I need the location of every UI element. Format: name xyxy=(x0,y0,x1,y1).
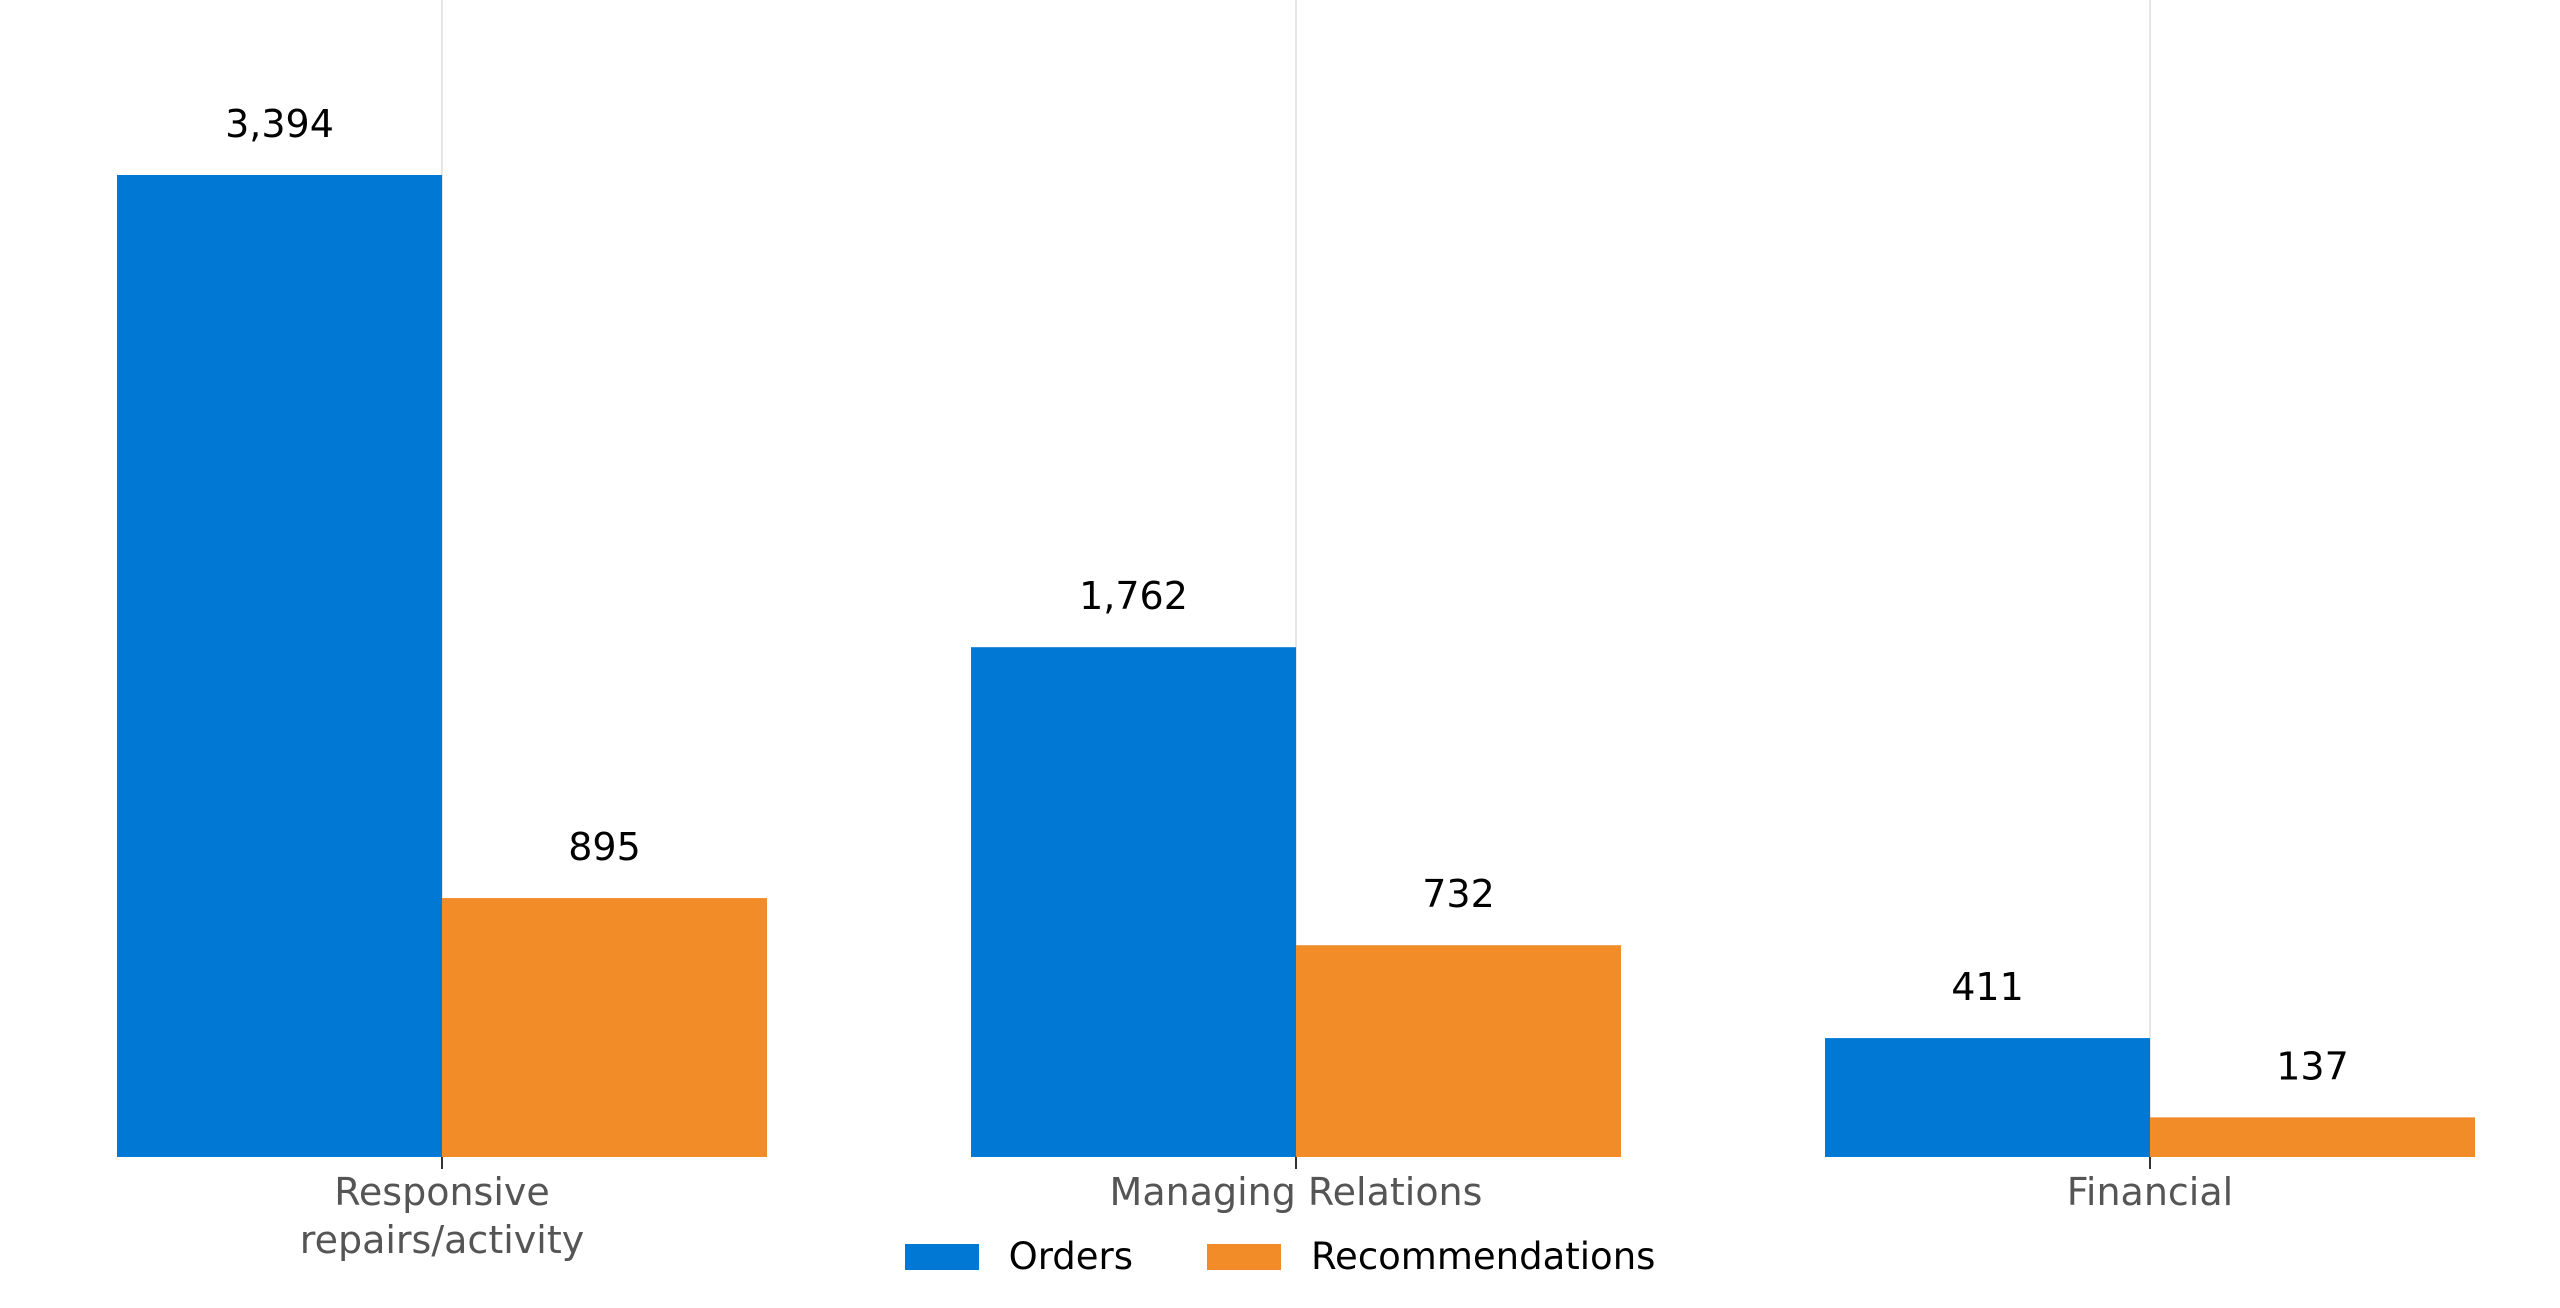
tick-label-line: Responsive xyxy=(334,1170,550,1214)
bar-recommendations-responsive-repairs-activity xyxy=(442,898,767,1157)
data-label-orders-financial: 411 xyxy=(1951,965,2024,1009)
bar-recommendations-financial xyxy=(2150,1117,2475,1157)
bars xyxy=(117,175,2475,1157)
tick-label-financial: Financial xyxy=(2067,1170,2233,1214)
bar-orders-responsive-repairs-activity xyxy=(117,175,442,1157)
data-label-recommendations-managing-relations: 732 xyxy=(1422,872,1495,916)
data-label-recommendations-responsive-repairs-activity: 895 xyxy=(568,825,641,869)
tick-label-managing-relations: Managing Relations xyxy=(1110,1170,1483,1214)
legend-label-orders: Orders xyxy=(1008,1235,1134,1278)
legend-item-orders: Orders xyxy=(904,1235,1134,1278)
tick-label-line: Managing Relations xyxy=(1110,1170,1483,1214)
legend-item-recommendations: Recommendations xyxy=(1207,1235,1655,1278)
x-axis: Responsive repairs/activity Managing Relat… xyxy=(300,1157,2233,1262)
legend-swatch-recommendations xyxy=(1207,1243,1282,1270)
legend: Orders Recommendations xyxy=(0,1235,2560,1278)
data-label-orders-responsive-repairs-activity: 3,394 xyxy=(225,102,334,146)
data-labels: 3,394 895 1,762 732 411 137 xyxy=(225,102,2349,1088)
bar-orders-managing-relations xyxy=(971,647,1296,1157)
legend-label-recommendations: Recommendations xyxy=(1311,1235,1656,1278)
tick-label-responsive-repairs-activity: Responsive repairs/activity xyxy=(300,1170,584,1262)
tick-label-line: Financial xyxy=(2067,1170,2233,1214)
data-label-orders-managing-relations: 1,762 xyxy=(1079,574,1188,618)
data-label-recommendations-financial: 137 xyxy=(2276,1044,2349,1088)
bar-recommendations-managing-relations xyxy=(1296,945,1621,1157)
legend-swatch-orders xyxy=(904,1243,979,1270)
bar-orders-financial xyxy=(1825,1038,2150,1157)
tick-label-line: repairs/activity xyxy=(300,1218,584,1262)
